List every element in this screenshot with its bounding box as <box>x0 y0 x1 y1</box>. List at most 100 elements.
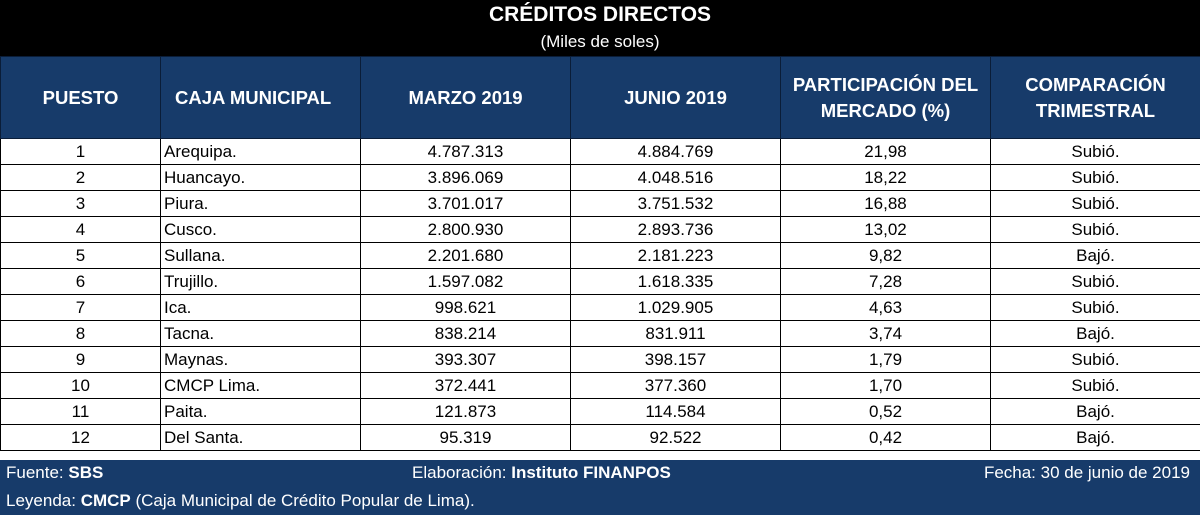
cell-comparacion: Subió. <box>990 216 1200 243</box>
cell-caja: CMCP Lima. <box>160 372 361 399</box>
footer-elaboration-value: Instituto FINANPOS <box>511 463 671 482</box>
cell-caja: Del Santa. <box>160 424 361 451</box>
cell-participacion: 3,74 <box>780 320 991 347</box>
cell-puesto: 7 <box>0 294 161 321</box>
footer-source-label: Fuente: <box>6 463 64 482</box>
cell-participacion: 0,42 <box>780 424 991 451</box>
cell-caja: Ica. <box>160 294 361 321</box>
table-row: 9 Maynas. 393.307 398.157 1,79 Subió. <box>0 346 1200 373</box>
cell-participacion: 1,79 <box>780 346 991 373</box>
column-header-caja: CAJA MUNICIPAL <box>160 56 361 139</box>
title-banner: CRÉDITOS DIRECTOS (Miles de soles) <box>0 0 1200 56</box>
cell-marzo: 95.319 <box>360 424 571 451</box>
page-subtitle: (Miles de soles) <box>540 32 660 51</box>
cell-comparacion: Bajó. <box>990 242 1200 269</box>
cell-caja: Huancayo. <box>160 164 361 191</box>
cell-marzo: 121.873 <box>360 398 571 425</box>
cell-participacion: 13,02 <box>780 216 991 243</box>
cell-comparacion: Subió. <box>990 138 1200 165</box>
cell-comparacion: Bajó. <box>990 424 1200 451</box>
cell-participacion: 16,88 <box>780 190 991 217</box>
page-title: CRÉDITOS DIRECTOS <box>488 3 712 26</box>
cell-participacion: 9,82 <box>780 242 991 269</box>
footer-source: Fuente: SBS <box>6 461 103 485</box>
cell-caja: Cusco. <box>160 216 361 243</box>
cell-puesto: 8 <box>0 320 161 347</box>
cell-participacion: 21,98 <box>780 138 991 165</box>
cell-puesto: 5 <box>0 242 161 269</box>
cell-marzo: 393.307 <box>360 346 571 373</box>
footer-date: Fecha: 30 de junio de 2019 <box>983 463 1190 482</box>
footer-legend-text: (Caja Municipal de Crédito Popular de Li… <box>135 491 475 510</box>
cell-participacion: 1,70 <box>780 372 991 399</box>
cell-junio: 114.584 <box>570 398 781 425</box>
cell-comparacion: Subió. <box>990 268 1200 295</box>
table-row: 1 Arequipa. 4.787.313 4.884.769 21,98 Subió. <box>0 138 1200 165</box>
cell-puesto: 3 <box>0 190 161 217</box>
cell-marzo: 3.896.069 <box>360 164 571 191</box>
cell-caja: Piura. <box>160 190 361 217</box>
cell-comparacion: Bajó. <box>990 398 1200 425</box>
cell-junio: 4.884.769 <box>570 138 781 165</box>
cell-puesto: 1 <box>0 138 161 165</box>
cell-junio: 377.360 <box>570 372 781 399</box>
cell-marzo: 2.800.930 <box>360 216 571 243</box>
table-row: 7 Ica. 998.621 1.029.905 4,63 Subió. <box>0 294 1200 321</box>
table-row: 5 Sullana. 2.201.680 2.181.223 9,82 Bajó. <box>0 242 1200 269</box>
cell-junio: 92.522 <box>570 424 781 451</box>
cell-marzo: 838.214 <box>360 320 571 347</box>
cell-participacion: 7,28 <box>780 268 991 295</box>
cell-marzo: 372.441 <box>360 372 571 399</box>
cell-junio: 3.751.532 <box>570 190 781 217</box>
cell-junio: 398.157 <box>570 346 781 373</box>
table-body: 1 Arequipa. 4.787.313 4.884.769 21,98 Subió. 2… <box>0 138 1200 451</box>
cell-comparacion: Subió. <box>990 294 1200 321</box>
column-header-participacion: PARTICIPACIÓN DEL MERCADO (%) <box>780 56 991 139</box>
cell-puesto: 9 <box>0 346 161 373</box>
cell-puesto: 11 <box>0 398 161 425</box>
cell-caja: Arequipa. <box>160 138 361 165</box>
cell-marzo: 4.787.313 <box>360 138 571 165</box>
cell-participacion: 18,22 <box>780 164 991 191</box>
cell-caja: Paita. <box>160 398 361 425</box>
cell-comparacion: Bajó. <box>990 320 1200 347</box>
footer-legend-abbr: CMCP <box>80 491 131 510</box>
footer-elaboration: Elaboración: Instituto FINANPOS <box>412 461 671 485</box>
table-row: 12 Del Santa. 95.319 92.522 0,42 Bajó. <box>0 424 1200 451</box>
cell-puesto: 6 <box>0 268 161 295</box>
cell-comparacion: Subió. <box>990 346 1200 373</box>
cell-junio: 2.893.736 <box>570 216 781 243</box>
cell-caja: Maynas. <box>160 346 361 373</box>
cell-junio: 1.029.905 <box>570 294 781 321</box>
table-row: 6 Trujillo. 1.597.082 1.618.335 7,28 Subió. <box>0 268 1200 295</box>
column-header-comparacion: COMPARACIÓN TRIMESTRAL <box>990 56 1200 139</box>
footer-legend: Leyenda: CMCP (Caja Municipal de Crédito… <box>6 489 475 513</box>
table-row: 2 Huancayo. 3.896.069 4.048.516 18,22 Subió. <box>0 164 1200 191</box>
cell-caja: Trujillo. <box>160 268 361 295</box>
cell-puesto: 4 <box>0 216 161 243</box>
footer-elaboration-label: Elaboración: <box>412 463 507 482</box>
cell-puesto: 10 <box>0 372 161 399</box>
cell-puesto: 2 <box>0 164 161 191</box>
cell-caja: Tacna. <box>160 320 361 347</box>
cell-marzo: 2.201.680 <box>360 242 571 269</box>
cell-junio: 831.911 <box>570 320 781 347</box>
cell-marzo: 3.701.017 <box>360 190 571 217</box>
footer-source-value: SBS <box>68 463 104 482</box>
cell-comparacion: Subió. <box>990 190 1200 217</box>
footer-legend-label: Leyenda: <box>6 491 76 510</box>
column-header-puesto: PUESTO <box>0 56 161 139</box>
column-header-marzo: MARZO 2019 <box>360 56 571 139</box>
table-header-row: PUESTO CAJA MUNICIPAL MARZO 2019 JUNIO 2… <box>0 56 1200 139</box>
cell-marzo: 1.597.082 <box>360 268 571 295</box>
cell-caja: Sullana. <box>160 242 361 269</box>
table-row: 4 Cusco. 2.800.930 2.893.736 13,02 Subió. <box>0 216 1200 243</box>
cell-comparacion: Subió. <box>990 164 1200 191</box>
table-row: 3 Piura. 3.701.017 3.751.532 16,88 Subió. <box>0 190 1200 217</box>
table-row: 8 Tacna. 838.214 831.911 3,74 Bajó. <box>0 320 1200 347</box>
cell-participacion: 4,63 <box>780 294 991 321</box>
table-row: 11 Paita. 121.873 114.584 0,52 Bajó. <box>0 398 1200 425</box>
column-header-junio: JUNIO 2019 <box>570 56 781 139</box>
cell-marzo: 998.621 <box>360 294 571 321</box>
cell-puesto: 12 <box>0 424 161 451</box>
